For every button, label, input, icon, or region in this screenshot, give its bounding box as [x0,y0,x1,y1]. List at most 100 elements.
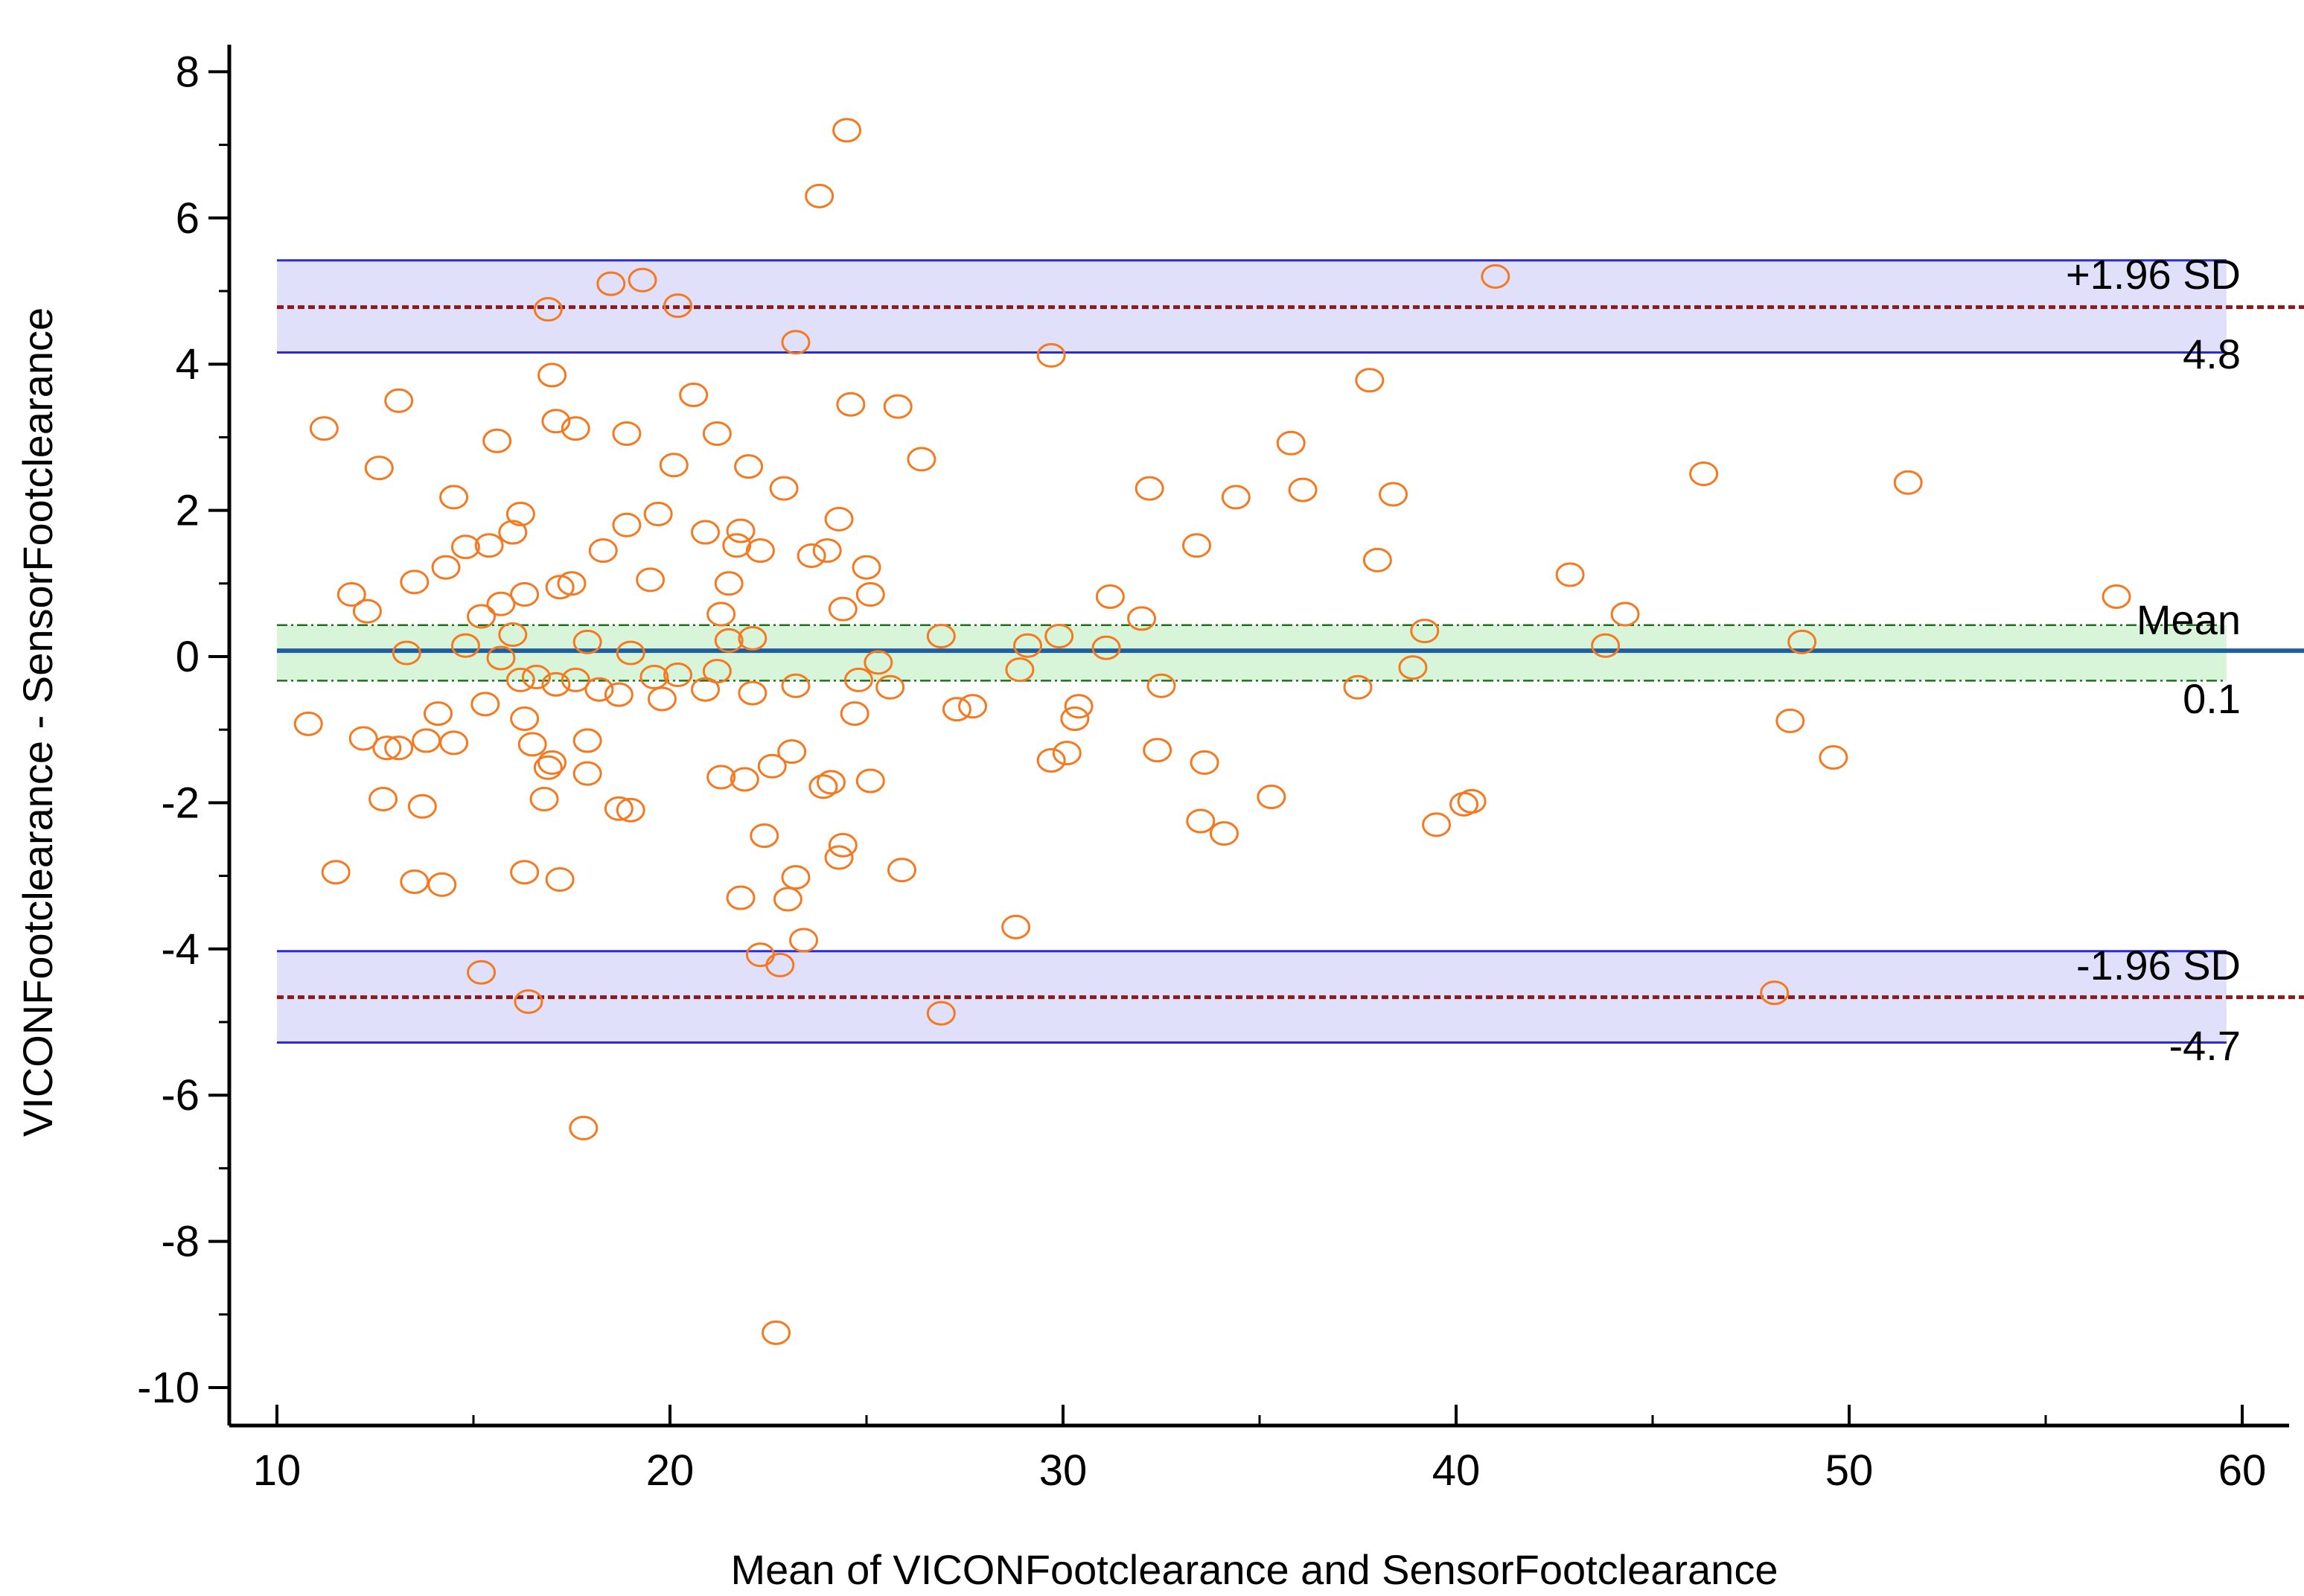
data-point-73 [1044,624,1074,649]
y-tick-label--2: -2 [161,779,200,827]
data-point-156 [400,869,430,894]
data-point-147 [1209,821,1239,846]
data-point-8 [1036,342,1066,368]
data-point-103 [604,682,634,707]
data-point-26 [1689,462,1719,486]
data-point-111 [510,706,540,731]
data-point-134 [855,768,885,794]
data-point-4 [628,267,657,293]
data-point-97 [1146,673,1176,698]
data-point-145 [1186,808,1216,834]
data-point-33 [439,485,469,510]
data-point-69 [1610,601,1640,627]
y-tick-label--4: -4 [161,925,200,974]
data-point-168 [569,1115,599,1140]
data-point-108 [1064,694,1094,719]
data-point-57 [545,575,575,600]
data-point-105 [470,692,500,717]
data-point-91 [521,664,551,689]
data-point-47 [797,543,826,568]
data-point-102 [738,680,768,706]
data-point-109 [423,701,453,727]
data-point-137 [368,786,398,811]
data-point-23 [364,456,394,481]
data-point-82 [392,640,421,665]
data-point-31 [1379,482,1408,507]
data-point-68 [1127,606,1157,631]
data-point-51 [1362,547,1392,572]
data-point-13 [836,392,866,417]
data-point-83 [616,640,645,665]
data-point-169 [762,1320,791,1345]
data-point-56 [557,571,587,596]
data-point-152 [321,860,351,885]
data-point-158 [726,885,756,910]
data-point-25 [734,454,764,479]
data-point-80 [1091,635,1121,660]
data-point-20 [482,428,512,453]
y-axis-title: VICONFootclearance - SensorFootclearance [14,307,61,1137]
data-point-113 [1775,708,1805,733]
data-point-153 [510,860,540,885]
data-point-115 [348,726,378,751]
data-point-74 [1787,629,1817,654]
data-point-127 [1190,750,1219,775]
data-point-135 [816,770,846,795]
data-point-139 [1257,785,1286,810]
data-point-116 [412,728,441,753]
data-point-6 [533,297,563,322]
reference-lines [277,305,2304,1000]
data-point-117 [439,730,469,756]
data-point-96 [781,673,811,698]
data-point-15 [541,409,571,434]
upper-loa-label: +1.96 SD [2066,251,2241,298]
data-point-70 [1410,619,1440,644]
data-point-50 [852,555,881,580]
data-point-67 [706,601,736,627]
data-point-65 [352,598,382,624]
data-point-61 [1095,584,1125,609]
data-point-125 [1036,747,1066,773]
data-point-163 [765,952,795,977]
data-point-48 [1182,533,1212,558]
data-point-160 [1001,914,1031,939]
data-point-22 [907,447,936,472]
data-point-86 [1005,657,1035,683]
data-point-42 [450,534,480,560]
data-point-92 [505,667,535,692]
data-point-90 [639,664,669,689]
data-point-75 [738,625,768,651]
data-point-124 [1052,741,1082,766]
data-points [293,118,2131,1345]
data-point-10 [1355,368,1385,393]
data-point-7 [781,330,811,355]
data-point-27 [1893,470,1923,495]
data-point-107 [942,697,971,722]
data-point-151 [887,858,917,883]
data-point-161 [789,928,819,953]
data-point-150 [824,845,854,870]
data-point-60 [855,582,885,607]
data-point-79 [1012,633,1042,658]
data-point-62 [2102,584,2131,609]
data-point-130 [757,753,787,779]
data-point-106 [958,694,988,719]
data-point-45 [588,538,618,564]
data-point-11 [679,382,709,407]
data-point-114 [293,711,323,736]
mean-label: Mean [2137,596,2241,643]
x-tick-label-30: 30 [1039,1446,1088,1495]
data-point-18 [612,421,642,446]
data-point-85 [864,650,893,675]
data-point-34 [505,502,535,527]
data-point-30 [1288,477,1318,502]
data-point-132 [706,765,736,790]
data-point-144 [616,797,645,823]
data-point-166 [514,989,543,1015]
data-point-142 [407,794,437,819]
y-tick-label-8: 8 [176,48,200,96]
y-tick-label--10: -10 [137,1364,200,1412]
data-point-146 [1422,812,1452,837]
data-point-128 [537,750,567,775]
